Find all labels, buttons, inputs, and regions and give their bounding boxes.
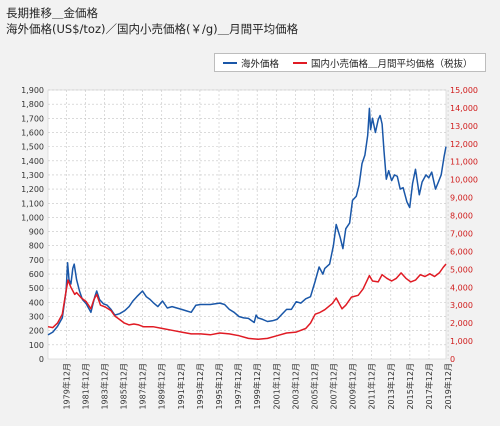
right-tick-label: 12,000 bbox=[450, 140, 478, 149]
x-tick-label: 1991年12月 bbox=[176, 363, 186, 410]
left-tick-label: 1,800 bbox=[21, 100, 44, 109]
chart-subtitle: 海外価格(US$/toz)／国内小売価格(￥/g)＿月間平均価格 bbox=[6, 22, 299, 36]
chart-title: 長期推移＿金価格 bbox=[6, 6, 98, 20]
chart-title-block: 長期推移＿金価格 海外価格(US$/toz)／国内小売価格(￥/g)＿月間平均価… bbox=[6, 5, 298, 37]
left-tick-label: 1,700 bbox=[21, 114, 44, 123]
legend-label-domestic: 国内小売価格＿月間平均価格（税抜） bbox=[311, 58, 473, 70]
right-tick-label: 13,000 bbox=[450, 122, 478, 131]
right-tick-label: 14,000 bbox=[450, 104, 478, 113]
right-tick-label: 5,000 bbox=[450, 265, 473, 274]
series-line-overseas bbox=[47, 107, 447, 336]
left-tick-label: 1,600 bbox=[21, 128, 44, 137]
legend: 海外価格 国内小売価格＿月間平均価格（税抜） bbox=[214, 53, 486, 72]
legend-item-overseas: 海外価格 bbox=[223, 56, 279, 70]
series-lines bbox=[47, 107, 447, 341]
x-tick-label: 2015年12月 bbox=[405, 363, 415, 410]
x-tick-label: 2011年12月 bbox=[367, 363, 377, 410]
right-axis: 0 1,000 2,000 3,000 4,000 5,000 6,000 7,000 8,00… bbox=[450, 86, 478, 364]
x-tick-label: 2009年12月 bbox=[348, 363, 358, 410]
left-tick-label: 200 bbox=[29, 327, 44, 336]
x-tick-label: 1993年12月 bbox=[195, 363, 205, 410]
right-tick-label: 9,000 bbox=[450, 194, 473, 203]
left-tick-label: 900 bbox=[29, 228, 44, 237]
x-tick-label: 1997年12月 bbox=[233, 363, 243, 410]
right-tick-label: 15,000 bbox=[450, 86, 478, 95]
x-tick-label: 1981年12月 bbox=[80, 363, 90, 410]
x-tick-label: 1987年12月 bbox=[138, 363, 148, 410]
x-tick-label: 2003年12月 bbox=[290, 363, 300, 410]
right-tick-label: 0 bbox=[450, 355, 455, 364]
right-tick-label: 3,000 bbox=[450, 301, 473, 310]
right-tick-label: 7,000 bbox=[450, 229, 473, 238]
right-tick-label: 10,000 bbox=[450, 176, 478, 185]
x-tick-label: 2007年12月 bbox=[329, 363, 339, 410]
right-tick-label: 2,000 bbox=[450, 319, 473, 328]
series-line-domestic bbox=[47, 263, 447, 341]
left-tick-label: 600 bbox=[29, 270, 44, 279]
x-axis: 1979年12月 1981年12月 1983年12月 1985年12月 1987年12月… bbox=[61, 363, 453, 410]
legend-label-overseas: 海外価格 bbox=[241, 58, 280, 70]
left-tick-label: 100 bbox=[29, 341, 44, 350]
left-tick-label: 1,000 bbox=[21, 213, 44, 222]
left-tick-label: 0 bbox=[39, 355, 44, 364]
left-tick-label: 300 bbox=[29, 313, 44, 322]
left-tick-label: 1,900 bbox=[21, 86, 44, 95]
left-tick-label: 1,100 bbox=[21, 199, 44, 208]
x-tick-label: 1999年12月 bbox=[252, 363, 262, 410]
x-tick-label: 1995年12月 bbox=[214, 363, 224, 410]
left-tick-label: 800 bbox=[29, 242, 44, 251]
right-tick-label: 11,000 bbox=[450, 158, 478, 167]
left-axis: 0 100 200 300 400 500 600 700 800 900 1,000 1,100 1,… bbox=[21, 86, 44, 364]
right-tick-label: 1,000 bbox=[450, 337, 473, 346]
right-tick-label: 8,000 bbox=[450, 212, 473, 221]
left-tick-label: 700 bbox=[29, 256, 44, 265]
legend-item-domestic: 国内小売価格＿月間平均価格（税抜） bbox=[293, 56, 473, 70]
left-tick-label: 1,300 bbox=[21, 171, 44, 180]
left-tick-label: 1,400 bbox=[21, 157, 44, 166]
legend-swatch-domestic bbox=[293, 61, 308, 64]
left-tick-label: 1,500 bbox=[21, 143, 44, 152]
right-tick-label: 6,000 bbox=[450, 247, 473, 256]
x-tick-label: 1989年12月 bbox=[157, 363, 167, 410]
x-tick-label: 2001年12月 bbox=[271, 363, 281, 410]
grid-lines bbox=[48, 89, 449, 359]
x-tick-label: 1985年12月 bbox=[119, 363, 129, 410]
left-tick-label: 400 bbox=[29, 298, 44, 307]
x-tick-label: 2013年12月 bbox=[386, 363, 396, 410]
x-tick-label: 2019年12月 bbox=[443, 363, 453, 410]
left-tick-label: 500 bbox=[29, 284, 44, 293]
x-tick-label: 2017年12月 bbox=[424, 363, 434, 410]
x-tick-label: 1979年12月 bbox=[61, 363, 71, 410]
legend-swatch-overseas bbox=[223, 61, 237, 64]
right-tick-label: 4,000 bbox=[450, 283, 473, 292]
x-tick-label: 2005年12月 bbox=[309, 363, 319, 410]
left-tick-label: 1,200 bbox=[21, 185, 44, 194]
x-tick-label: 1983年12月 bbox=[99, 363, 109, 410]
